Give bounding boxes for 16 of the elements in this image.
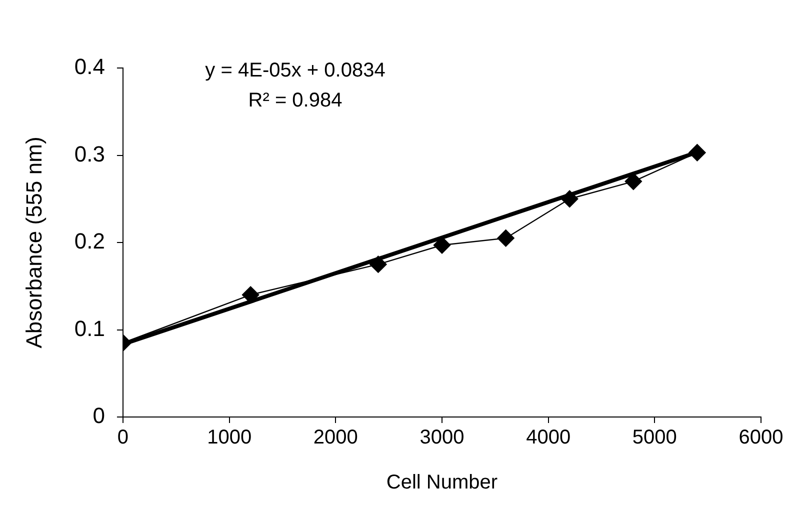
x-tick-label: 4000 (526, 426, 571, 449)
x-tick-label: 0 (117, 426, 129, 449)
x-tick-label: 2000 (313, 426, 358, 449)
x-tick-label: 1000 (207, 426, 252, 449)
annotation: y = 4E-05x + 0.0834 (205, 60, 386, 82)
x-tick-label: 3000 (420, 426, 464, 449)
x-tick-label: 6000 (738, 426, 784, 449)
annotation: R² = 0.984 (248, 90, 342, 112)
y-tick-label: 0 (92, 403, 105, 428)
y-axis-title: Absorbance (555 nm) (21, 136, 46, 348)
x-axis-title: Cell Number (386, 472, 498, 494)
x-tick-label: 5000 (632, 426, 677, 449)
y-tick-label: 0.2 (74, 228, 105, 254)
y-tick-label: 0.3 (74, 141, 105, 166)
y-tick-label: 0.4 (74, 54, 105, 80)
y-tick-label: 0.1 (74, 316, 105, 341)
